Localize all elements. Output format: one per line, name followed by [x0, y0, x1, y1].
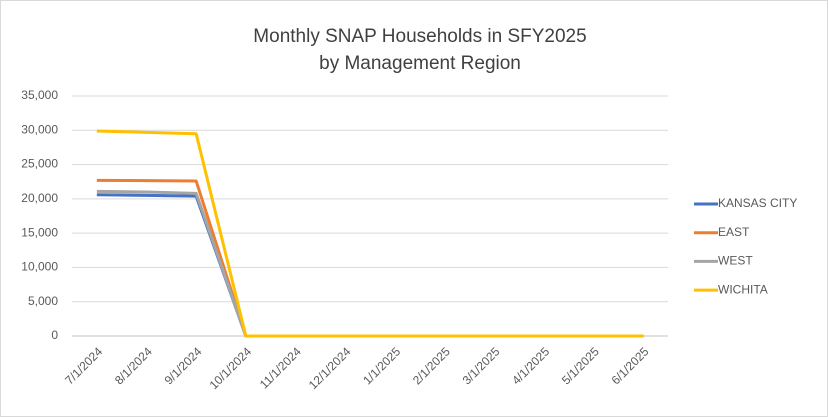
y-tick-label: 5,000	[28, 294, 58, 308]
y-tick-label: 20,000	[21, 191, 58, 205]
legend-label: EAST	[718, 225, 750, 239]
y-tick-label: 10,000	[21, 260, 58, 274]
y-tick-label: 30,000	[21, 122, 58, 136]
chart-title: Monthly SNAP Households in SFY2025	[253, 26, 586, 47]
chart-title: by Management Region	[319, 53, 521, 74]
y-tick-label: 35,000	[21, 88, 58, 102]
y-tick-label: 0	[51, 328, 58, 342]
series-line	[96, 129, 644, 338]
y-tick-label: 25,000	[21, 157, 58, 171]
legend-label: WICHITA	[718, 282, 768, 296]
legend-label: KANSAS CITY	[718, 196, 797, 210]
y-tick-label: 15,000	[21, 225, 58, 239]
legend-label: WEST	[718, 254, 753, 268]
